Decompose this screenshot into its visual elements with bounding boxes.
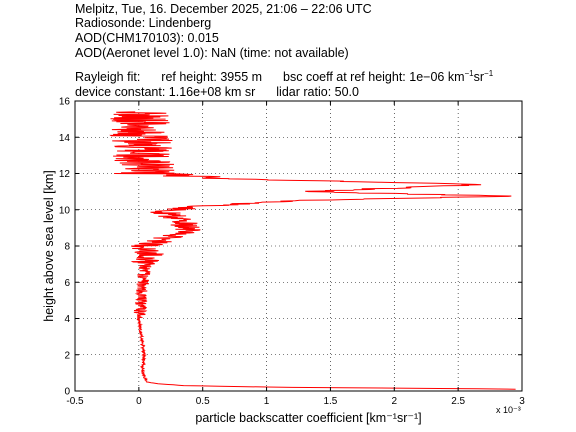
x-tick-label: 2 [392,396,398,407]
y-axis-label: height above sea level [km] [42,170,56,321]
y-tick-label: 0 [64,387,70,398]
y-tick-label: 10 [59,205,71,216]
x-tick-label: 0.5 [196,396,210,407]
lidar-ratio-label: lidar ratio: 50.0 [276,85,359,99]
x-tick-label: 3 [519,396,525,407]
y-tick-label: 6 [64,278,70,289]
x-tick-label: 2.5 [451,396,465,407]
y-tick-label: 14 [59,133,71,144]
x-tick-label: 1 [264,396,270,407]
backscatter-profile-line [109,111,516,390]
series-layer [109,111,516,390]
x-axis-label: particle backscatter coefficient [km⁻¹sr… [195,411,421,425]
y-tick-label: 16 [59,97,71,108]
bsc-coeff-label: bsc coeff at ref height: 1e−06 km−1sr−1 [283,69,494,85]
aod-label: AOD(CHM170103): 0.015 [75,31,219,45]
x-tick-label: 0 [136,396,142,407]
chart-title-line-1: Melpitz, Tue, 16. December 2025, 21:06 –… [75,2,372,16]
y-tick-label: 12 [59,169,71,180]
y-tick-label: 4 [64,314,70,325]
rayleigh-fit-line: Rayleigh fit: ref height: 3955 m bsc coe… [75,67,493,84]
rayleigh-fit-label: Rayleigh fit: [75,70,141,85]
ref-height-label: ref height: 3955 m [161,70,263,85]
y-tick-label: 2 [64,350,70,361]
aod-aeronet-label: AOD(Aeronet level 1.0): NaN (time: not a… [75,46,349,60]
x-tick-label: -0.5 [66,396,84,407]
device-constant-label: device constant: 1.16e+08 km sr [75,85,256,99]
device-constant-line: device constant: 1.16e+08 km sr lidar ra… [75,85,359,99]
x-axis-multiplier: x 10⁻³ [496,405,521,415]
y-tick-label: 8 [64,242,70,253]
x-tick-label: 1.5 [323,396,337,407]
radiosonde-label: Radiosonde: Lindenberg [75,16,212,30]
